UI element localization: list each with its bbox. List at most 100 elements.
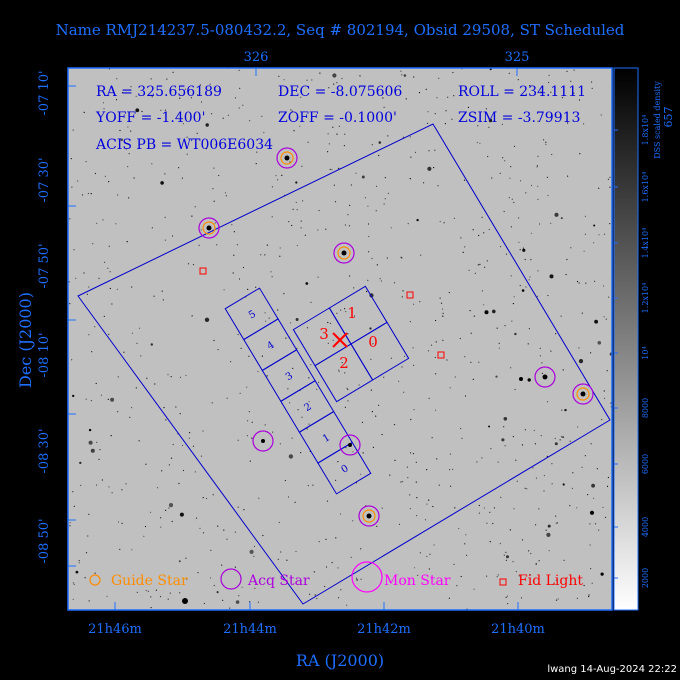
sky-speckle bbox=[239, 392, 241, 394]
sky-speckle bbox=[338, 597, 340, 599]
sky-speckle bbox=[266, 375, 268, 377]
sky-speckle bbox=[295, 318, 299, 321]
sky-speckle bbox=[555, 522, 557, 524]
sky-speckle bbox=[468, 269, 470, 271]
sky-speckle bbox=[364, 197, 366, 199]
acis-s-array: 5 4 3 2 1 0 bbox=[224, 287, 372, 495]
sky-speckle bbox=[413, 567, 416, 569]
sky-speckle bbox=[594, 280, 596, 282]
sky-speckle bbox=[380, 280, 382, 282]
sky-speckle bbox=[168, 503, 174, 508]
sky-speckle bbox=[169, 592, 171, 594]
sky-speckle bbox=[510, 275, 512, 277]
sky-speckle bbox=[429, 553, 431, 555]
sky-speckle bbox=[400, 481, 402, 483]
sky-speckle bbox=[340, 309, 342, 311]
sky-speckle bbox=[260, 254, 262, 256]
sky-speckle bbox=[131, 549, 133, 551]
sky-speckle bbox=[88, 334, 90, 336]
sky-speckle bbox=[94, 572, 96, 574]
sky-speckle bbox=[354, 315, 356, 317]
sky-speckle bbox=[425, 88, 427, 90]
sky-speckle bbox=[588, 595, 590, 598]
sky-speckle bbox=[182, 123, 184, 125]
sky-speckle bbox=[434, 356, 436, 359]
sky-speckle bbox=[69, 525, 71, 527]
sky-speckle bbox=[79, 461, 82, 465]
sky-speckle bbox=[341, 77, 343, 80]
sky-speckle bbox=[246, 435, 248, 437]
sky-speckle bbox=[161, 470, 163, 472]
sky-speckle bbox=[481, 290, 483, 292]
sky-speckle bbox=[200, 455, 203, 457]
sky-speckle bbox=[181, 444, 184, 447]
sky-speckle bbox=[72, 491, 74, 493]
sky-speckle bbox=[242, 104, 244, 106]
sky-speckle bbox=[106, 595, 108, 597]
sky-speckle bbox=[433, 544, 435, 546]
sky-speckle bbox=[165, 509, 167, 511]
sky-speckle bbox=[584, 455, 587, 457]
sky-speckle bbox=[341, 362, 343, 364]
sky-speckle bbox=[378, 404, 380, 406]
sky-speckle bbox=[290, 322, 292, 324]
sky-speckle bbox=[584, 215, 587, 217]
sky-speckle bbox=[90, 448, 95, 453]
sky-speckle bbox=[496, 576, 498, 578]
acis-s-chip-label: 1 bbox=[321, 432, 332, 445]
sky-speckle bbox=[511, 198, 513, 200]
sky-speckle bbox=[427, 166, 432, 171]
sky-speckle bbox=[458, 527, 460, 530]
sky-speckle bbox=[525, 286, 527, 288]
guide-star-marker bbox=[337, 246, 351, 260]
sky-speckle bbox=[255, 286, 257, 288]
sky-speckle bbox=[352, 520, 354, 522]
sky-speckle bbox=[519, 284, 521, 287]
sky-speckle bbox=[442, 315, 444, 317]
sky-speckle bbox=[418, 92, 421, 94]
sky-speckle bbox=[99, 449, 101, 451]
sky-speckle bbox=[539, 355, 542, 357]
sky-speckle bbox=[426, 503, 428, 505]
sky-speckle bbox=[519, 180, 522, 182]
sky-speckle bbox=[499, 543, 501, 545]
sky-speckle bbox=[539, 223, 541, 225]
sky-speckle bbox=[562, 369, 564, 371]
sky-speckle bbox=[590, 443, 592, 445]
sky-speckle bbox=[301, 165, 303, 167]
sky-speckle bbox=[96, 222, 98, 224]
sky-speckle bbox=[162, 299, 164, 301]
sky-speckle bbox=[530, 232, 533, 234]
sky-speckle bbox=[367, 223, 370, 225]
bottom-tick-label: 21h40m bbox=[491, 622, 545, 637]
sky-speckle bbox=[415, 481, 417, 483]
sky-speckle bbox=[286, 559, 288, 561]
sky-speckle bbox=[179, 512, 184, 517]
sky-speckle bbox=[94, 172, 96, 175]
sky-speckle bbox=[272, 431, 274, 433]
sky-speckle bbox=[467, 106, 469, 108]
sky-speckle bbox=[556, 522, 558, 524]
sky-speckle bbox=[69, 522, 71, 524]
sky-speckle bbox=[493, 507, 495, 509]
sky-speckle bbox=[518, 241, 520, 243]
acis-s-chip-label: 3 bbox=[284, 371, 295, 384]
sky-speckle bbox=[287, 496, 290, 498]
sky-speckle bbox=[160, 109, 162, 111]
sky-speckle bbox=[508, 72, 510, 74]
sky-speckle bbox=[565, 273, 567, 276]
sky-speckle bbox=[317, 276, 319, 278]
sky-speckle bbox=[368, 235, 370, 238]
sky-speckle bbox=[514, 332, 517, 336]
sky-speckle bbox=[446, 359, 448, 361]
left-tick-label: -07 30' bbox=[37, 157, 52, 202]
sky-speckle bbox=[499, 246, 502, 248]
sky-speckle bbox=[548, 550, 550, 552]
sky-speckle bbox=[417, 574, 419, 577]
sky-speckle bbox=[413, 76, 415, 78]
sky-speckle bbox=[510, 226, 512, 228]
page-title: Name RMJ214237.5-080432.2, Seq # 802194,… bbox=[56, 21, 625, 39]
sky-speckle bbox=[389, 474, 391, 476]
sky-speckle bbox=[562, 436, 565, 439]
sky-speckle bbox=[605, 318, 607, 320]
